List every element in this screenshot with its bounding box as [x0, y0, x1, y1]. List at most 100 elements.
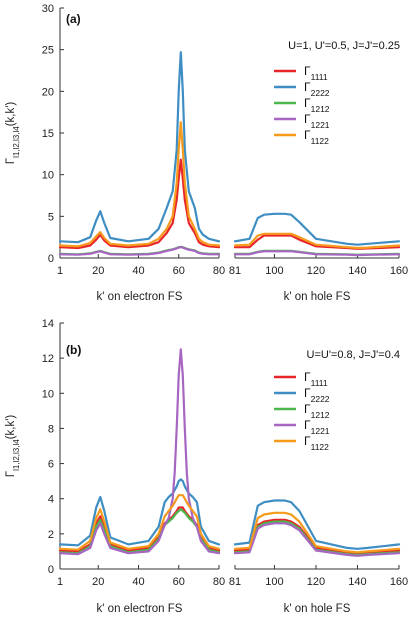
series-line-1221-electron: [58, 348, 221, 556]
y-tick-label: 10: [42, 170, 54, 182]
legend-label: Γ1122: [304, 434, 329, 452]
legend-label-sub: 1212: [311, 104, 330, 114]
x-tick-label: 80: [213, 576, 225, 588]
x-tick-label: 40: [132, 265, 144, 277]
legend-label-main: Γ: [304, 434, 311, 448]
legend-item-1221: Γ1221: [274, 112, 330, 130]
x-tick-label: 60: [173, 576, 185, 588]
subplot-electron-fs: 1 20 40 60 80 k' on electron FS: [57, 348, 225, 615]
y-tick-label: 8: [48, 423, 54, 435]
x-tick-label: 120: [307, 265, 325, 277]
series-line-1221-hole: [233, 250, 401, 257]
series-line-1122-hole: [233, 511, 401, 554]
series-line-1122-electron: [58, 494, 221, 551]
y-tick-label: 2: [48, 529, 54, 541]
series-line-2222-hole: [233, 212, 401, 246]
y-tick-label: 12: [42, 353, 54, 365]
legend-label-main: Γ: [304, 386, 311, 400]
series-line-2222-electron: [58, 478, 221, 547]
parameter-text: U=U'=0.8, J=J'=0.4: [307, 349, 400, 361]
y-tick-label: 0: [48, 564, 54, 576]
x-tick-label: 160: [390, 576, 408, 588]
legend-label-sub: 1111: [311, 72, 328, 82]
y-axis-label-main: Γ: [5, 157, 17, 164]
legend-item-1122: Γ1122: [274, 434, 329, 452]
legend-item-1122: Γ1122: [274, 128, 329, 146]
subplot-hole-fs: 81 100 120 140 160 k' on hole FS: [229, 499, 408, 615]
y-axis-label-sub: l1,l2,l3,l4: [12, 126, 21, 158]
y-axis-label: Γl1,l2,l3,l4(k,k'): [5, 415, 21, 478]
x-tick-label: 20: [92, 576, 104, 588]
x-tick-label: 20: [92, 265, 104, 277]
legend-label-main: Γ: [304, 96, 311, 110]
y-axis-label: Γl1,l2,l3,l4(k,k'): [5, 102, 21, 165]
x-tick-label: 140: [348, 265, 366, 277]
series-line-1122-electron: [58, 121, 221, 248]
series-line-2222-electron: [58, 51, 221, 244]
legend-item-1221: Γ1221: [274, 418, 330, 436]
y-axis-label-main: Γ: [5, 470, 17, 477]
x-tick-label: 120: [307, 576, 325, 588]
legend-item-1212: Γ1212: [274, 402, 330, 420]
parameter-text: U=1, U'=0.5, J=J'=0.25: [288, 40, 400, 52]
x-tick-label: 100: [265, 576, 283, 588]
legend-label-sub: 1221: [311, 426, 330, 436]
legend-label-sub: 1122: [311, 442, 330, 452]
legend-label-sub: 1122: [311, 136, 330, 146]
y-tick-label: 25: [42, 45, 54, 57]
y-axis-label-tail: (k,k'): [5, 102, 17, 127]
panel-label: (a): [66, 12, 81, 26]
legend-label-sub: 1111: [311, 378, 328, 388]
legend-label: Γ2222: [304, 80, 330, 98]
panel-label: (b): [66, 343, 81, 357]
legend-item-1111: Γ1111: [274, 370, 328, 388]
x-axis-label: k' on electron FS: [97, 603, 183, 615]
y-axis-label-sub: l1,l2,l3,l4: [12, 439, 21, 471]
x-tick-label: 40: [132, 576, 144, 588]
x-tick-label: 80: [213, 265, 225, 277]
legend-label-main: Γ: [304, 370, 311, 384]
legend-label-sub: 2222: [311, 394, 330, 404]
legend-label-main: Γ: [304, 128, 311, 142]
series-line-2222-hole: [233, 499, 401, 550]
x-tick-label: 140: [348, 576, 366, 588]
series-line-1111-electron: [58, 158, 221, 250]
legend-label-main: Γ: [304, 112, 311, 126]
series-line-1122-hole: [233, 232, 401, 250]
y-tick-label: 0: [48, 253, 54, 265]
legend-label-main: Γ: [304, 418, 311, 432]
legend-label: Γ1122: [304, 128, 329, 146]
y-axis-label-tail: (k,k'): [5, 415, 17, 440]
x-tick-label: 60: [173, 265, 185, 277]
subplot-hole-fs: 81 100 120 140 160 k' on hole FS: [229, 212, 408, 303]
x-tick-label: 160: [390, 265, 408, 277]
legend-label: Γ1221: [304, 112, 330, 130]
y-tick-label: 15: [42, 128, 54, 140]
x-axis-label: k' on hole FS: [284, 291, 351, 303]
legend-label-main: Γ: [304, 80, 311, 94]
legend-label: Γ1111: [304, 64, 328, 82]
legend-item-2222: Γ2222: [274, 80, 330, 98]
legend-label: Γ1221: [304, 418, 330, 436]
series-line-1221-electron: [58, 246, 221, 256]
x-axis-label: k' on electron FS: [97, 291, 183, 303]
legend-label: Γ1111: [304, 370, 328, 388]
legend-label: Γ1212: [304, 402, 330, 420]
legend-label-sub: 1221: [311, 120, 330, 130]
y-tick-label: 6: [48, 459, 54, 471]
x-tick-label: 81: [229, 576, 241, 588]
y-tick-label: 20: [42, 86, 54, 98]
legend-label-sub: 1212: [311, 410, 330, 420]
legend-item-2222: Γ2222: [274, 386, 330, 404]
x-tick-label: 81: [229, 265, 241, 277]
x-axis-label: k' on hole FS: [284, 603, 351, 615]
series-line-1221-hole: [233, 522, 401, 557]
x-tick-label: 1: [57, 265, 63, 277]
x-tick-label: 1: [57, 576, 63, 588]
